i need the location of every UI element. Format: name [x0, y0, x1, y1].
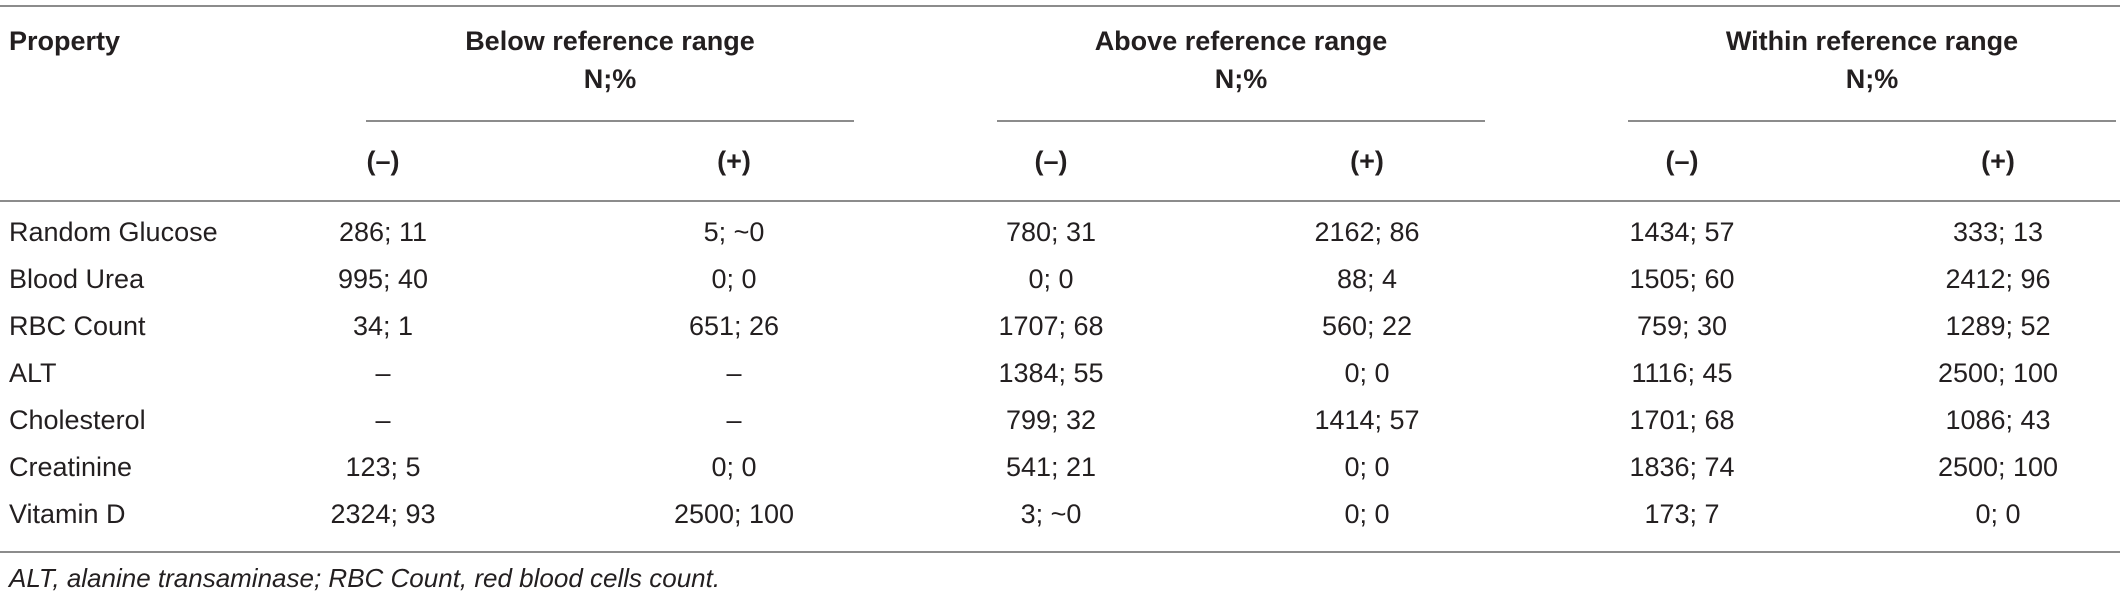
- group-header-below-unit: N;%: [583, 64, 637, 94]
- subheader-below-negative: (–): [366, 146, 400, 176]
- subheader-within-negative: (–): [1665, 146, 1699, 176]
- table-cell: 3; ~0: [1020, 499, 1082, 529]
- table-cell: 0; 0: [711, 264, 757, 294]
- table-top-rule: [0, 5, 2120, 7]
- group-header-above: Above reference range N;%: [997, 22, 1485, 98]
- group-header-within-unit: N;%: [1845, 64, 1899, 94]
- table-cell: 2500; 100: [673, 499, 795, 529]
- table-cell: 560; 22: [1321, 311, 1413, 341]
- group-header-below-title: Below reference range: [465, 26, 755, 56]
- subheader-above-negative: (–): [1034, 146, 1068, 176]
- group-header-within-title: Within reference range: [1725, 26, 2019, 56]
- group-header-below: Below reference range N;%: [366, 22, 854, 98]
- row-label-cholesterol: Cholesterol: [9, 405, 146, 435]
- property-header: Property: [9, 26, 121, 56]
- group-header-within: Within reference range N;%: [1628, 22, 2116, 98]
- row-label-creatinine: Creatinine: [9, 452, 133, 482]
- table-cell: 0; 0: [1344, 358, 1390, 388]
- table-cell: 286; 11: [338, 217, 428, 247]
- table-cell: –: [375, 405, 391, 435]
- row-label-alt: ALT: [9, 358, 57, 388]
- table-cell: 0; 0: [1344, 499, 1390, 529]
- subheader-below-positive: (+): [717, 146, 751, 176]
- table-cell: 799; 32: [1005, 405, 1097, 435]
- table-cell: 5; ~0: [703, 217, 765, 247]
- table-cell: 1434; 57: [1629, 217, 1735, 247]
- table-bottom-rule: [0, 551, 2120, 553]
- table-cell: 1836; 74: [1629, 452, 1735, 482]
- group-header-above-unit: N;%: [1214, 64, 1268, 94]
- group-rule-within: [1628, 120, 2116, 122]
- table-cell: 0; 0: [1975, 499, 2021, 529]
- table-cell: 123; 5: [345, 452, 421, 482]
- table-cell: –: [375, 358, 391, 388]
- table-cell: 1701; 68: [1629, 405, 1735, 435]
- table-cell: –: [726, 358, 742, 388]
- table-header-rule: [0, 200, 2120, 202]
- table-cell: 651; 26: [688, 311, 780, 341]
- group-rule-below: [366, 120, 854, 122]
- table-cell: 2500; 100: [1937, 452, 2059, 482]
- row-label-vitamin-d: Vitamin D: [9, 499, 126, 529]
- table-cell: 1384; 55: [998, 358, 1104, 388]
- table-cell: 1414; 57: [1314, 405, 1420, 435]
- table-cell: 780; 31: [1005, 217, 1097, 247]
- row-label-rbc-count: RBC Count: [9, 311, 146, 341]
- table-cell: 2500; 100: [1937, 358, 2059, 388]
- table-cell: 0; 0: [1344, 452, 1390, 482]
- table-cell: 541; 21: [1005, 452, 1097, 482]
- subheader-above-positive: (+): [1350, 146, 1384, 176]
- row-label-random-glucose: Random Glucose: [9, 217, 218, 247]
- row-label-blood-urea: Blood Urea: [9, 264, 145, 294]
- table-cell: 2162; 86: [1314, 217, 1420, 247]
- table-cell: 34; 1: [352, 311, 414, 341]
- subheader-within-positive: (+): [1981, 146, 2015, 176]
- table-cell: 2412; 96: [1945, 264, 2051, 294]
- group-header-above-title: Above reference range: [1094, 26, 1388, 56]
- table-footnote: ALT, alanine transaminase; RBC Count, re…: [9, 563, 721, 593]
- table-cell: 995; 40: [337, 264, 429, 294]
- table-cell: 1116; 45: [1631, 358, 1733, 388]
- table-cell: 0; 0: [1028, 264, 1074, 294]
- table-cell: 333; 13: [1952, 217, 2044, 247]
- table-cell: 2324; 93: [330, 499, 436, 529]
- table-cell: 1505; 60: [1629, 264, 1735, 294]
- table-cell: 759; 30: [1636, 311, 1728, 341]
- table-cell: 173; 7: [1644, 499, 1720, 529]
- table-cell: 1707; 68: [998, 311, 1104, 341]
- group-rule-above: [997, 120, 1485, 122]
- table-cell: –: [726, 405, 742, 435]
- table-cell: 88; 4: [1336, 264, 1398, 294]
- table-cell: 1289; 52: [1945, 311, 2051, 341]
- table-cell: 1086; 43: [1945, 405, 2051, 435]
- table-cell: 0; 0: [711, 452, 757, 482]
